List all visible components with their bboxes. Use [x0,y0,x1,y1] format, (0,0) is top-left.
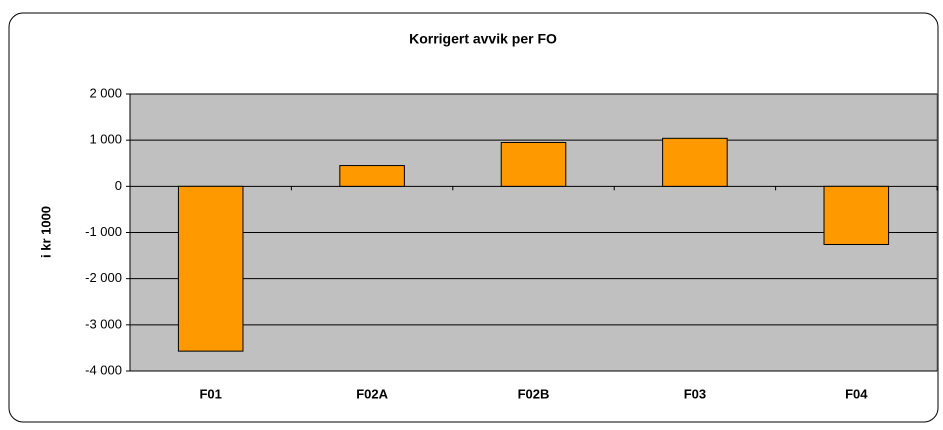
bar [339,165,405,187]
bar [662,137,728,187]
bar [177,185,244,352]
y-tick-label: -3 000 [85,316,122,331]
chart-title: Korrigert avvik per FO [409,31,557,47]
bar [500,141,567,187]
x-tick-label: F02A [356,386,388,401]
x-tick-label: F03 [684,386,706,401]
y-tick-label: -2 000 [85,270,122,285]
x-tick-label: F04 [845,386,868,401]
y-tick-label: -4 000 [85,362,122,377]
x-tick-label: F02B [518,386,550,401]
y-tick-label: 0 [115,178,122,193]
bar [823,185,890,246]
y-tick-label: -1 000 [85,224,122,239]
y-tick-label: 1 000 [89,132,122,147]
y-tick-label: 2 000 [89,85,122,100]
x-tick-label: F01 [199,386,221,401]
y-axis-label: i kr 1000 [38,206,53,258]
